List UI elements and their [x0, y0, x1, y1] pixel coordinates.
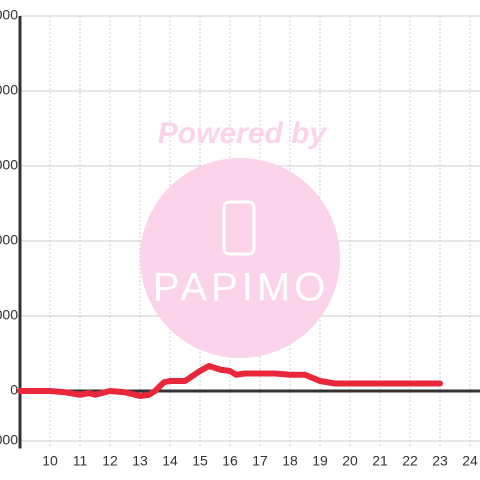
x-tick-label: 21	[372, 453, 388, 469]
y-tick-label: 30,000	[0, 307, 18, 323]
data-line	[17, 363, 443, 399]
watermark-circle	[140, 158, 340, 358]
x-tick-label: 19	[312, 453, 328, 469]
x-tick-label: 12	[102, 453, 118, 469]
y-tick-label: 150,000	[0, 7, 18, 23]
y-tick-label: 120,000	[0, 82, 18, 98]
x-tick-label: 17	[252, 453, 268, 469]
x-tick-label: 18	[282, 453, 298, 469]
x-tick-label: 23	[432, 453, 448, 469]
x-tick-label: 10	[42, 453, 58, 469]
y-tick-label: 90,000	[0, 157, 18, 173]
y-tick-label: -20,000	[0, 432, 18, 448]
x-tick-label: 16	[222, 453, 238, 469]
x-tick-label: 15	[192, 453, 208, 469]
x-tick-label: 24	[462, 453, 478, 469]
watermark-icon	[222, 200, 256, 256]
x-tick-label: 14	[162, 453, 178, 469]
watermark-logo: PAPIMO	[153, 266, 330, 310]
x-tick-label: 22	[402, 453, 418, 469]
x-tick-label: 11	[73, 453, 88, 469]
y-tick-label: 60,000	[0, 232, 18, 248]
watermark-title: Powered by	[158, 117, 328, 150]
x-tick-label: 20	[342, 453, 358, 469]
x-tick-label: 13	[132, 453, 148, 469]
y-tick-label: 0	[10, 382, 18, 398]
